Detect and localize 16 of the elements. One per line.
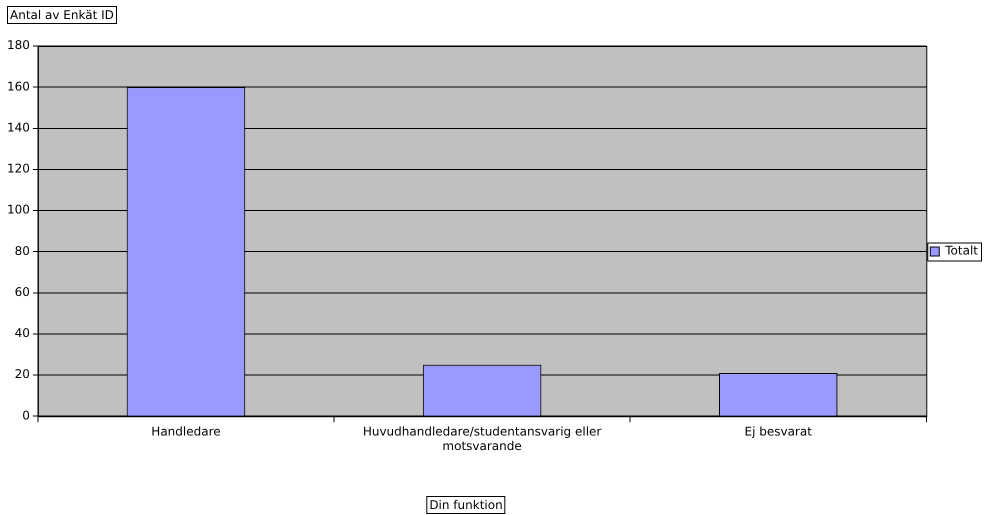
y-tick-label: 120 — [7, 162, 30, 176]
y-tick-label: 80 — [14, 244, 30, 258]
x-axis-title: Din funktion — [426, 496, 506, 514]
x-tick-label: Ej besvarat — [744, 424, 812, 439]
y-tick-label: 140 — [7, 120, 30, 134]
y-tick-label: 160 — [7, 79, 30, 94]
x-tick-label: Handledare — [151, 424, 221, 439]
y-tick-label: 60 — [14, 284, 30, 299]
y-tick-label: 100 — [7, 202, 30, 217]
y-tick-label: 40 — [14, 326, 30, 340]
legend-label: Totalt — [944, 244, 978, 258]
y-tick-label: 0 — [22, 408, 30, 422]
x-tick-label: Huvudhandledare/studentansvarig eller motsvarande — [362, 424, 602, 453]
y-tick-label: 20 — [14, 367, 30, 382]
y-tick-label: 180 — [7, 38, 30, 52]
y-axis-title: Antal av Enkät ID — [7, 6, 117, 24]
